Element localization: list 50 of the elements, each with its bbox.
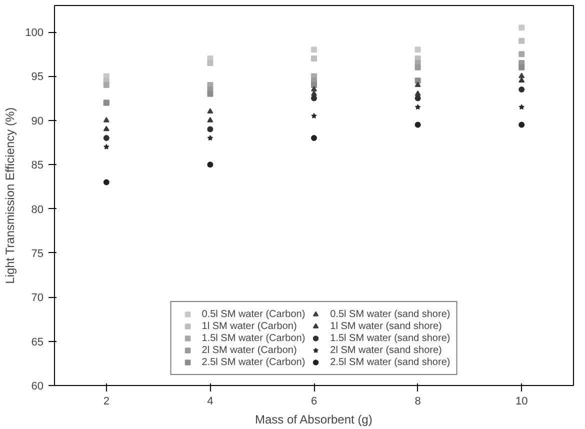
- point: [207, 162, 214, 168]
- legend-label: 0.5l SM water (sand shore): [330, 308, 450, 320]
- legend-label: 2l SM water (sand shore): [330, 344, 442, 356]
- y-tick-label: 90: [31, 115, 44, 128]
- point: [518, 77, 525, 83]
- point: [207, 108, 214, 114]
- x-axis-title: Mass of Absorbent (g): [254, 412, 372, 426]
- point: [103, 126, 110, 132]
- x-tick-label: 8: [414, 396, 421, 408]
- x-tick-label: 10: [515, 396, 528, 408]
- point: [311, 86, 317, 92]
- legend-label: 0.5l SM water (Carbon): [202, 308, 306, 320]
- legend-label: 1l SM water (Carbon): [202, 320, 297, 332]
- legend-label: 2.5l SM water (sand shore): [330, 356, 450, 368]
- y-tick-label: 80: [31, 204, 44, 216]
- y-tick-label: 100: [25, 27, 44, 40]
- point: [414, 122, 421, 128]
- point: [518, 72, 525, 78]
- legend-label: 1.5l SM water (Carbon): [202, 332, 306, 344]
- point: [414, 82, 421, 87]
- x-tick-label: 2: [103, 396, 110, 408]
- y-tick-label: 85: [31, 160, 44, 172]
- legend-label: 1l SM water (sand shore): [330, 320, 442, 332]
- point: [414, 104, 421, 110]
- x-tick-label: 6: [310, 396, 318, 408]
- point: [207, 135, 214, 141]
- point: [103, 135, 110, 142]
- point: [311, 112, 317, 118]
- point: [518, 86, 525, 92]
- y-tick-label: 70: [31, 292, 44, 304]
- x-tick-label: 4: [207, 396, 214, 408]
- point: [311, 95, 317, 102]
- point: [414, 95, 421, 102]
- y-tick-label: 60: [31, 380, 44, 392]
- point: [207, 116, 214, 122]
- legend-label: 2l SM water (Carbon): [202, 344, 297, 356]
- y-tick-label: 95: [31, 71, 44, 84]
- point: [311, 135, 317, 142]
- point: [104, 144, 110, 150]
- point: [518, 104, 524, 110]
- point: [103, 179, 110, 186]
- point: [414, 90, 421, 96]
- point: [518, 122, 525, 128]
- point: [207, 126, 214, 132]
- y-tick-label: 75: [31, 248, 44, 260]
- point: [103, 116, 110, 122]
- y-axis-title: Light Transmission Efficiency (%): [3, 107, 18, 284]
- legend-label: 2.5l SM water (Carbon): [202, 356, 306, 368]
- y-tick-label: 65: [31, 336, 44, 348]
- legend-label: 1.5l SM water (sand shore): [330, 332, 450, 344]
